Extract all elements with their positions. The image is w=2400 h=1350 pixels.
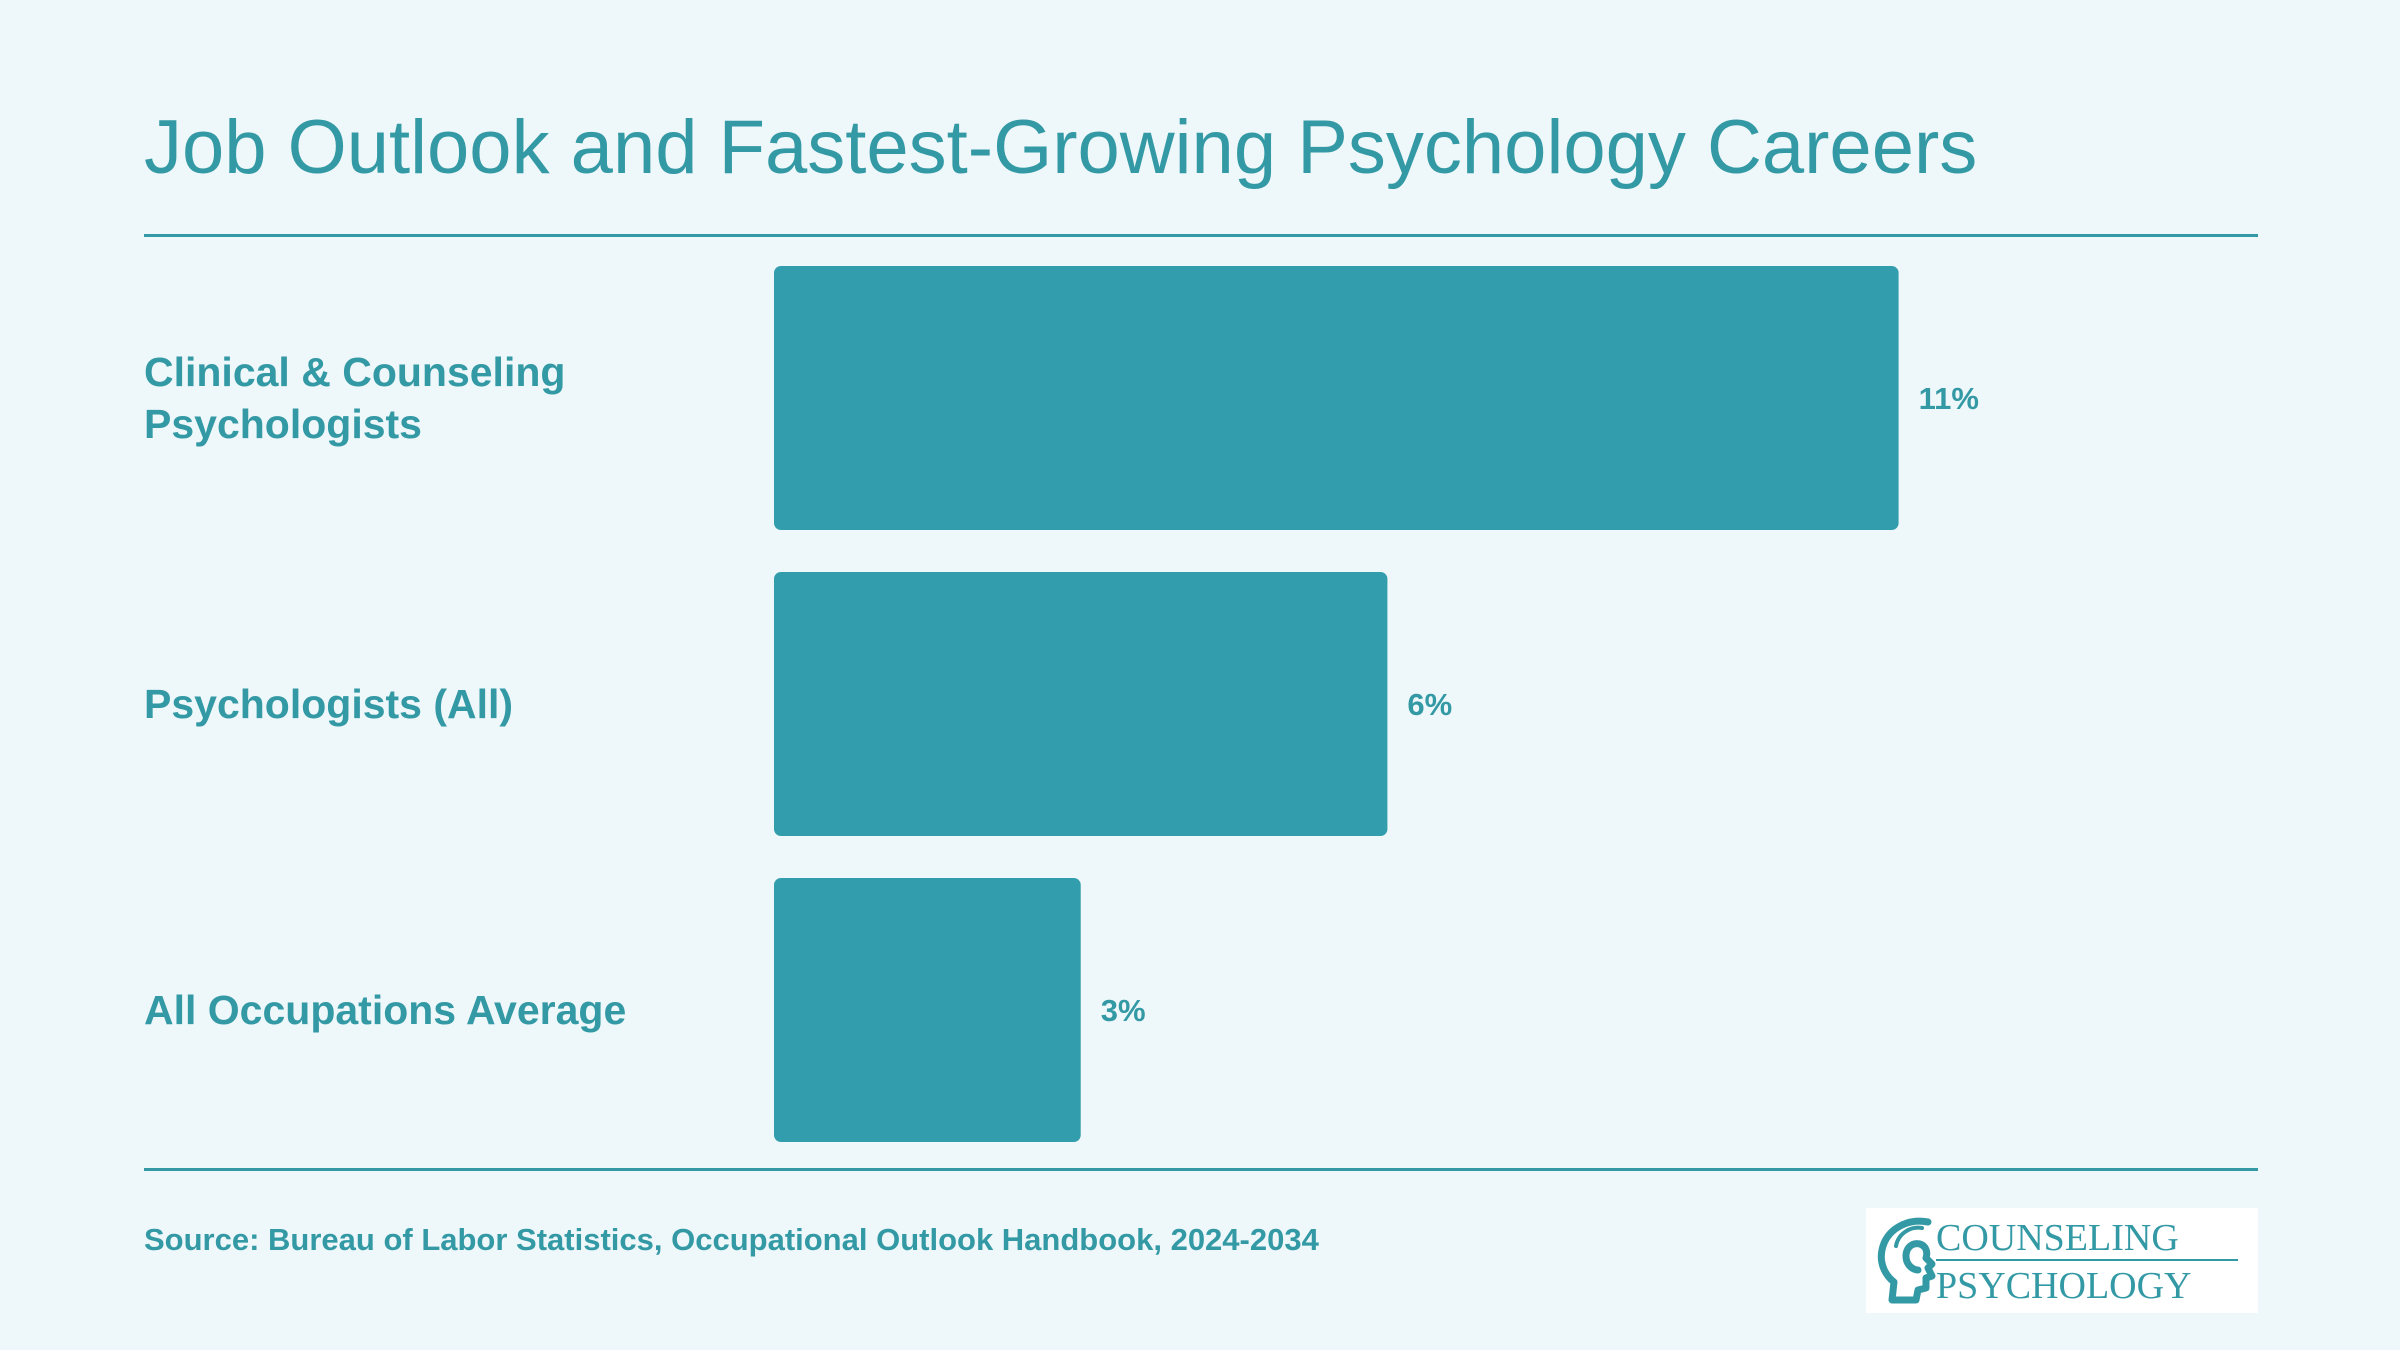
- counseling-psychology-logo: COUNSELING PSYCHOLOGY: [1866, 1208, 2258, 1313]
- category-label: Psychologists (All): [144, 681, 513, 727]
- source-note: Source: Bureau of Labor Statistics, Occu…: [144, 1222, 1319, 1257]
- logo-line-2: PSYCHOLOGY: [1936, 1265, 2191, 1307]
- value-label: 6%: [1407, 687, 1452, 722]
- bar: [774, 572, 1388, 836]
- bar: [774, 878, 1081, 1142]
- value-label: 11%: [1919, 381, 1979, 416]
- category-label: Clinical & Counseling Psychologists: [144, 349, 565, 447]
- head-profile-icon: [1877, 1217, 1936, 1304]
- bar: [774, 266, 1899, 530]
- logo-line-1: COUNSELING: [1936, 1217, 2179, 1259]
- category-label: All Occupations Average: [144, 987, 626, 1033]
- value-label: 3%: [1101, 993, 1146, 1028]
- bottom-divider: [144, 1168, 2258, 1171]
- top-divider: [144, 234, 2258, 237]
- chart-title: Job Outlook and Fastest-Growing Psycholo…: [144, 105, 1978, 190]
